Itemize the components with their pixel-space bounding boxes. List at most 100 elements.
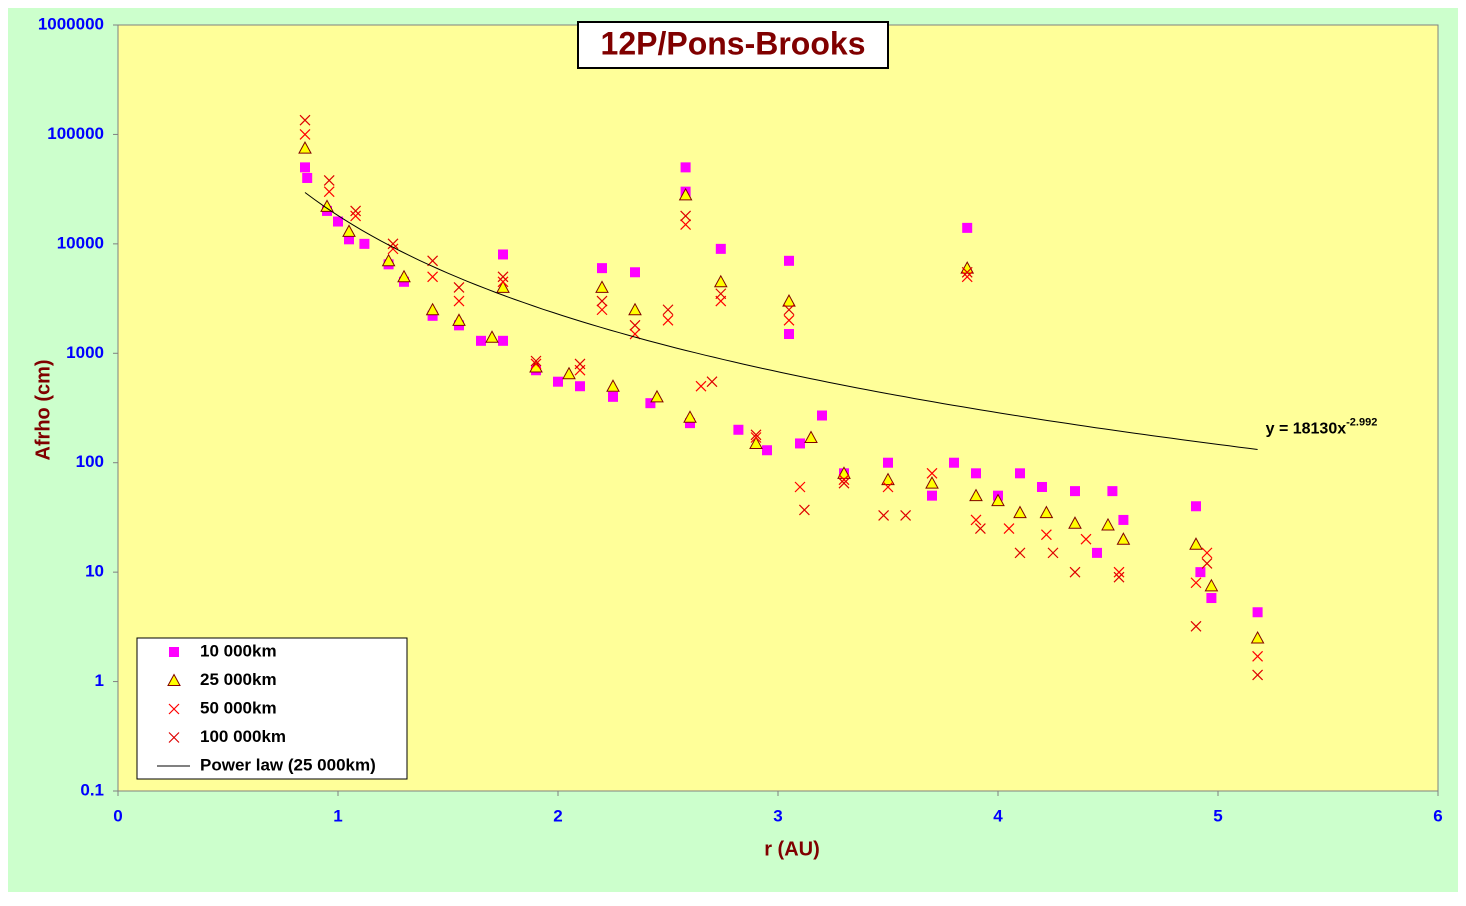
point bbox=[784, 255, 794, 266]
point bbox=[1252, 650, 1264, 662]
title-box bbox=[577, 21, 889, 69]
legend-label: 100 000km bbox=[200, 727, 286, 746]
point bbox=[883, 457, 893, 468]
point bbox=[453, 295, 465, 307]
point bbox=[882, 481, 894, 493]
y-axis-label: Afrho (cm) bbox=[32, 359, 54, 460]
y-tick-label: 1 bbox=[95, 671, 104, 690]
point bbox=[1013, 505, 1027, 519]
legend bbox=[136, 637, 408, 780]
point bbox=[596, 304, 608, 316]
point bbox=[387, 238, 399, 250]
point bbox=[762, 445, 772, 456]
point bbox=[926, 467, 938, 479]
point bbox=[298, 141, 312, 154]
point bbox=[974, 523, 986, 535]
point bbox=[530, 358, 542, 370]
point bbox=[381, 253, 396, 267]
point bbox=[630, 267, 640, 278]
point bbox=[783, 304, 795, 316]
point bbox=[678, 187, 693, 201]
point bbox=[1047, 547, 1059, 559]
point bbox=[1189, 537, 1203, 550]
point bbox=[749, 436, 763, 449]
y-tick-label: 10000 bbox=[57, 233, 104, 252]
point bbox=[1250, 630, 1265, 644]
chart-title: 12P/Pons-Brooks bbox=[601, 25, 866, 61]
point bbox=[1092, 547, 1102, 558]
x-tick-label: 6 bbox=[1433, 806, 1442, 825]
fit-exponent: -2.992 bbox=[1346, 416, 1377, 428]
point bbox=[530, 355, 542, 367]
point bbox=[1107, 486, 1118, 497]
legend-marker bbox=[168, 703, 180, 715]
x-tick-label: 5 bbox=[1213, 806, 1222, 825]
point bbox=[323, 186, 335, 198]
point bbox=[733, 424, 744, 435]
point bbox=[453, 281, 465, 293]
point bbox=[900, 509, 912, 521]
fit-equation: y = 18130x-2.992 bbox=[1266, 416, 1378, 437]
point bbox=[1080, 533, 1092, 545]
point bbox=[553, 376, 563, 387]
point bbox=[1201, 558, 1213, 569]
point bbox=[715, 243, 726, 254]
x-tick-label: 0 bbox=[113, 806, 122, 825]
point bbox=[925, 476, 939, 489]
point bbox=[662, 304, 674, 316]
point bbox=[961, 266, 973, 278]
point bbox=[713, 274, 728, 288]
point bbox=[683, 410, 697, 423]
point bbox=[300, 162, 310, 173]
point bbox=[1116, 532, 1131, 545]
point bbox=[562, 366, 576, 380]
point bbox=[1190, 620, 1202, 632]
point bbox=[971, 468, 981, 479]
point bbox=[1252, 607, 1263, 618]
point bbox=[628, 302, 642, 316]
point bbox=[662, 314, 674, 326]
point bbox=[927, 490, 937, 501]
point bbox=[342, 224, 356, 237]
point bbox=[1113, 566, 1125, 578]
point bbox=[350, 205, 362, 217]
legend-marker bbox=[168, 732, 180, 743]
point bbox=[1039, 505, 1054, 519]
point bbox=[750, 432, 762, 443]
point bbox=[299, 114, 311, 126]
point bbox=[497, 271, 509, 283]
point bbox=[685, 418, 695, 429]
point bbox=[485, 330, 499, 343]
fit-equation-text: y = 18130x bbox=[1266, 421, 1347, 438]
point bbox=[960, 261, 975, 274]
point bbox=[1014, 547, 1026, 559]
legend-label: 25 000km bbox=[200, 670, 277, 689]
point bbox=[629, 328, 641, 340]
point bbox=[498, 249, 508, 260]
point bbox=[838, 474, 850, 486]
point bbox=[606, 379, 620, 392]
y-tick-label: 10 bbox=[85, 562, 104, 581]
point bbox=[350, 210, 362, 222]
point bbox=[1101, 517, 1115, 531]
point bbox=[597, 263, 607, 274]
point bbox=[497, 276, 509, 288]
point bbox=[961, 271, 973, 283]
point bbox=[706, 376, 718, 388]
point bbox=[1037, 481, 1047, 492]
point bbox=[575, 381, 585, 392]
point bbox=[574, 358, 586, 370]
point bbox=[949, 457, 959, 468]
point bbox=[1118, 514, 1129, 525]
point bbox=[425, 302, 440, 316]
point bbox=[1068, 516, 1082, 529]
point bbox=[695, 380, 707, 392]
point bbox=[1191, 501, 1201, 512]
point bbox=[782, 294, 796, 307]
point bbox=[323, 174, 335, 186]
point bbox=[680, 210, 692, 222]
point bbox=[970, 514, 982, 526]
point bbox=[476, 335, 486, 346]
point bbox=[645, 398, 656, 409]
